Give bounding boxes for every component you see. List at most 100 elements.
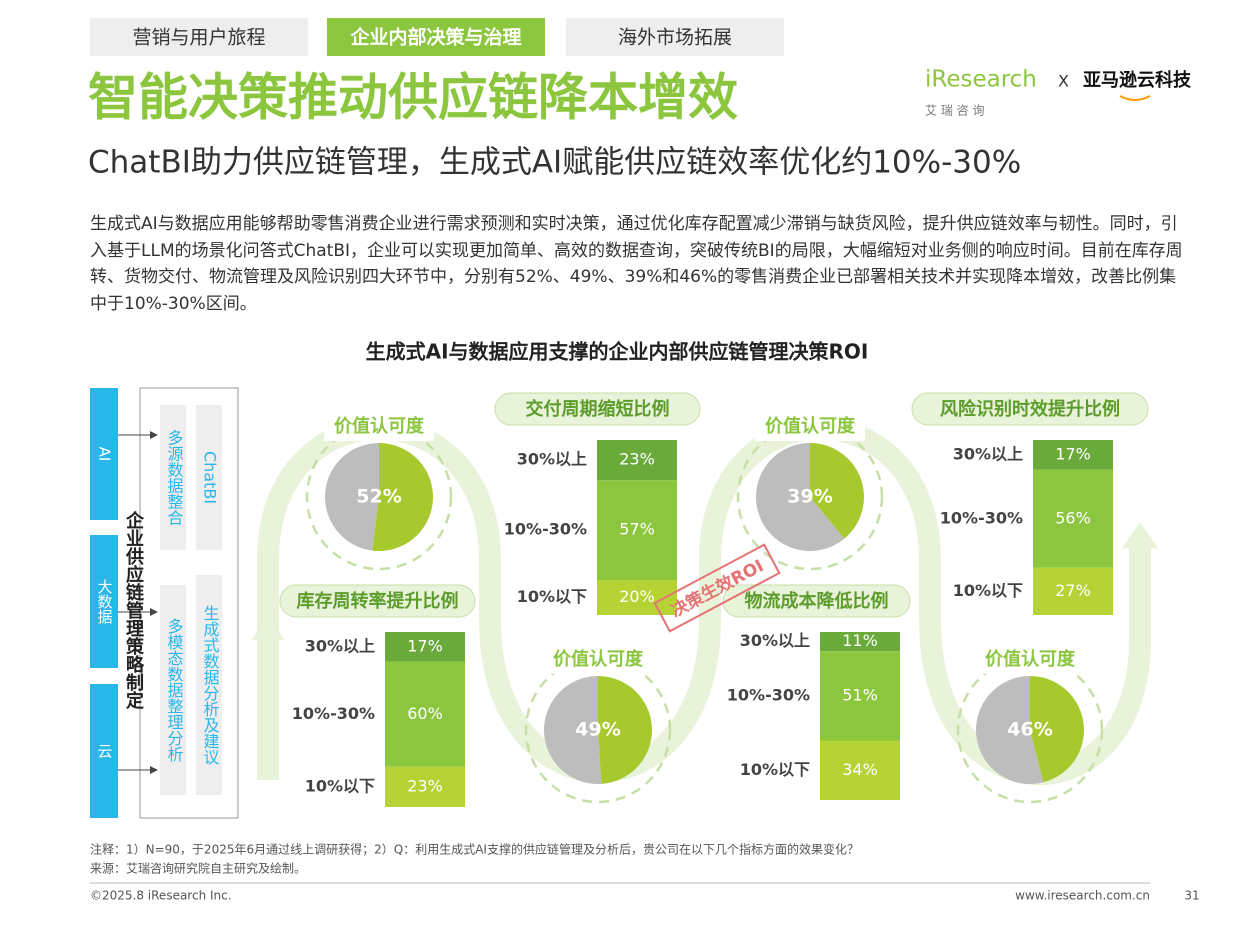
category-label: 10%以下	[740, 760, 810, 779]
pie-title-bg	[755, 413, 865, 441]
logo-partner: 亚马逊云科技	[1083, 69, 1192, 91]
category-label: 10%-30%	[504, 520, 587, 539]
page-number: 31	[1184, 889, 1199, 903]
pie-ring	[524, 656, 672, 804]
pie-title: 价值认可度	[985, 648, 1076, 670]
segment-label: 20%	[619, 587, 655, 606]
strategy-box	[139, 387, 239, 819]
pie-ring	[305, 423, 453, 571]
segment-label: 11%	[842, 631, 878, 650]
pie-label: 49%	[575, 719, 620, 741]
module-box	[160, 405, 186, 550]
pie-ring	[956, 656, 1104, 804]
panel-pill	[494, 392, 701, 426]
pie-label: 46%	[1007, 719, 1052, 741]
pie-slice	[1030, 676, 1084, 783]
url: www.iresearch.com.cn	[1015, 889, 1150, 903]
logo-joiner: X	[1058, 72, 1069, 91]
note: 注释：1）N=90，于2025年6月通过线上调研获得；2）Q：利用生成式AI支撑…	[90, 842, 859, 857]
module-box	[160, 585, 186, 795]
pie-title: 价值认可度	[765, 415, 856, 437]
note: 来源：艾瑞咨询研究院自主研究及绘制。	[90, 861, 306, 876]
strategy-label: 企业供应链管理策略制定	[123, 510, 145, 710]
pie-rest	[544, 676, 602, 784]
category-label: 30%以上	[953, 444, 1023, 463]
segment-label: 60%	[407, 704, 443, 723]
segment-label: 51%	[842, 685, 878, 704]
module-label: 多模态数据整理分析	[165, 618, 184, 762]
bar-segment	[1033, 469, 1113, 568]
input-bar	[90, 388, 118, 520]
category-label: 30%以上	[517, 450, 587, 469]
category-label: 10%以下	[953, 581, 1023, 600]
logo-smile	[1119, 95, 1151, 101]
panel-title: 风险识别时效提升比例	[940, 398, 1120, 420]
module-box	[196, 575, 222, 795]
category-label: 10%-30%	[727, 685, 810, 704]
flow-arrow	[252, 612, 284, 640]
page-title: 智能决策推动供应链降本增效	[88, 69, 738, 127]
panel-title: 库存周转率提升比例	[297, 590, 459, 612]
pie-title: 价值认可度	[553, 648, 644, 670]
panel-pill	[911, 392, 1149, 426]
pie-label: 39%	[787, 486, 832, 508]
bar-segment	[820, 651, 900, 741]
segment-label: 34%	[842, 760, 878, 779]
segment-label: 17%	[1055, 444, 1091, 463]
category-label: 10%以下	[517, 587, 587, 606]
input-label: AI	[96, 447, 114, 462]
panel-pill	[722, 584, 911, 618]
copyright: ©2025.8 iResearch Inc.	[90, 889, 232, 903]
category-label: 30%以上	[740, 631, 810, 650]
pie-rest	[975, 676, 1044, 784]
pie-ring	[736, 423, 884, 571]
connector-head	[150, 431, 158, 439]
pie-rest	[324, 443, 379, 551]
tab	[90, 18, 308, 56]
input-bar	[90, 535, 118, 668]
logo-brand: iResearch	[925, 67, 1037, 93]
module-label: 生成式数据分析及建议	[201, 605, 220, 765]
module-box	[196, 405, 222, 550]
pie-title-bg	[324, 413, 434, 441]
module-label: ChatBI	[201, 451, 220, 504]
logo-sub: 艾 瑞 咨 询	[925, 103, 984, 118]
bar-segment	[385, 661, 465, 767]
category-label: 10%-30%	[292, 704, 375, 723]
tab-label: 海外市场拓展	[618, 27, 732, 49]
bar-segment	[1033, 440, 1113, 470]
bar-segment	[820, 632, 900, 652]
tab	[566, 18, 784, 56]
segment-label: 17%	[407, 636, 443, 655]
pie-slice	[598, 676, 652, 784]
flow-arrow	[1122, 522, 1158, 548]
panel-pill	[279, 584, 476, 618]
pie-title: 价值认可度	[334, 415, 425, 437]
pie-title-bg	[543, 646, 653, 674]
tab	[327, 18, 545, 56]
pie-title-bg	[975, 646, 1085, 674]
segment-label: 27%	[1055, 581, 1091, 600]
input-label: 云	[96, 744, 114, 759]
panel-title: 物流成本降低比例	[745, 590, 889, 612]
bar-segment	[385, 766, 465, 807]
body-text: 生成式AI与数据应用能够帮助零售消费企业进行需求预测和实时决策，通过优化库存配置…	[90, 214, 1183, 314]
segment-label: 23%	[407, 776, 443, 795]
bar-segment	[597, 440, 677, 481]
panel-title: 交付周期缩短比例	[526, 398, 670, 420]
tab-label: 营销与用户旅程	[132, 27, 265, 49]
pie-rest	[756, 443, 845, 552]
connector-head	[150, 608, 158, 616]
bar-segment	[1033, 567, 1113, 615]
page-subtitle: ChatBI助力供应链管理，生成式AI赋能供应链效率优化约10%-30%	[88, 145, 1021, 181]
figure-title: 生成式AI与数据应用支撑的企业内部供应链管理决策ROI	[366, 340, 869, 364]
stamp-border	[653, 543, 781, 633]
pie-slice	[372, 443, 433, 551]
category-label: 30%以上	[305, 636, 375, 655]
tab-label: 企业内部决策与治理	[349, 26, 521, 49]
bar-segment	[597, 480, 677, 580]
segment-label: 57%	[619, 520, 655, 539]
input-bar	[90, 684, 118, 818]
